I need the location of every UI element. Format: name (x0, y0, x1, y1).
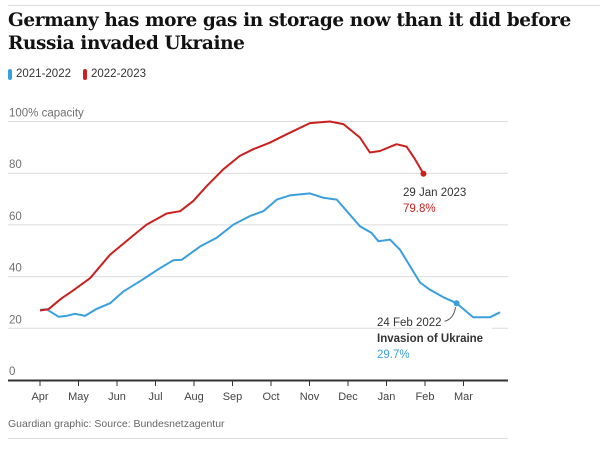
y-tick-label: 0 (9, 366, 15, 378)
annotation-background (420, 324, 492, 379)
x-tick-label: Feb (416, 391, 435, 403)
y-tick-label: 40 (9, 263, 22, 275)
annotation-label: Invasion of Ukraine (377, 333, 483, 345)
annotation-date: 24 Feb 2022 (377, 317, 442, 329)
annotation-point-2021-2022 (453, 300, 460, 307)
top-rule (8, 5, 600, 6)
legend: 2021-2022 2022-2023 (8, 68, 146, 80)
series-line-2021-2022 (39, 192, 501, 319)
chart-title: Germany has more gas in storage now than… (8, 10, 571, 54)
x-tick-label: May (68, 391, 89, 403)
x-tick-label: Apr (31, 391, 48, 403)
x-tick-label: Jan (378, 391, 396, 403)
legend-label: 2022-2023 (91, 68, 146, 80)
legend-swatch-blue (8, 68, 12, 80)
y-tick-label: 60 (9, 211, 22, 223)
legend-item-2021-2022: 2021-2022 (8, 68, 71, 80)
legend-label: 2021-2022 (16, 68, 71, 80)
x-tick-label: Oct (262, 391, 279, 403)
x-tick-label: Mar (454, 391, 473, 403)
x-tick-label: Jul (148, 391, 162, 403)
legend-item-2022-2023: 2022-2023 (83, 68, 146, 80)
annotation-leader (444, 307, 457, 322)
x-tick-label: Jun (108, 391, 126, 403)
x-tick-label: Dec (338, 391, 358, 403)
source-note: Guardian graphic: Source: Bundesnetzagen… (8, 418, 225, 430)
x-tick-label: Aug (184, 391, 204, 403)
bottom-rule (8, 438, 508, 439)
x-tick-label: Nov (300, 391, 320, 403)
y-tick-label: 100% capacity (9, 108, 84, 120)
legend-swatch-red (83, 68, 87, 80)
annotation-point-2022-2023 (420, 170, 427, 177)
y-tick-label: 20 (9, 314, 22, 326)
annotation-value: 79.8% (403, 203, 436, 215)
annotation-value: 29.7% (377, 349, 410, 361)
series-line-2022-2023 (39, 120, 425, 312)
annotation-date: 29 Jan 2023 (403, 187, 466, 199)
x-tick-label: Sep (223, 391, 243, 403)
y-tick-label: 80 (9, 159, 22, 171)
